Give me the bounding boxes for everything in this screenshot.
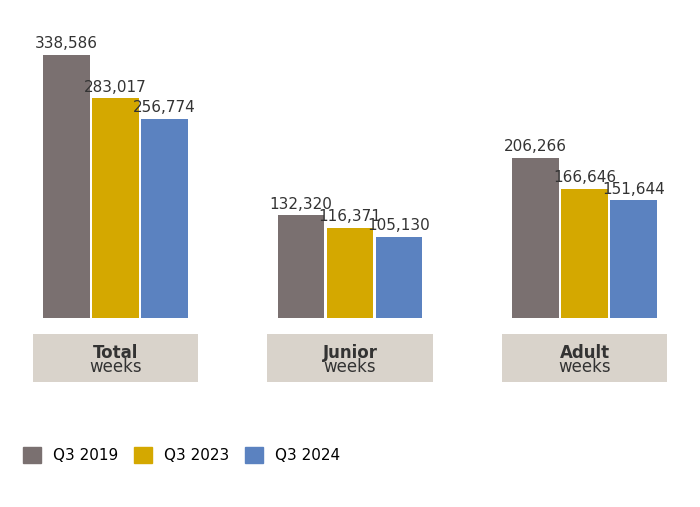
Bar xyxy=(141,119,188,318)
Text: Adult: Adult xyxy=(559,344,610,361)
Bar xyxy=(43,55,90,318)
FancyBboxPatch shape xyxy=(33,334,198,382)
Text: weeks: weeks xyxy=(323,358,377,376)
Bar xyxy=(92,98,139,318)
Bar xyxy=(561,189,608,318)
Legend: Q3 2019, Q3 2023, Q3 2024: Q3 2019, Q3 2023, Q3 2024 xyxy=(22,447,340,463)
Text: 206,266: 206,266 xyxy=(504,139,567,155)
Text: weeks: weeks xyxy=(558,358,611,376)
FancyBboxPatch shape xyxy=(267,334,433,382)
Bar xyxy=(327,228,373,318)
Text: 256,774: 256,774 xyxy=(133,100,196,115)
Text: weeks: weeks xyxy=(89,358,142,376)
FancyBboxPatch shape xyxy=(502,334,667,382)
Bar xyxy=(277,215,324,318)
Text: 151,644: 151,644 xyxy=(602,182,665,197)
Text: 166,646: 166,646 xyxy=(553,170,616,185)
Text: Total: Total xyxy=(93,344,138,361)
Bar xyxy=(512,158,559,318)
Text: Junior: Junior xyxy=(323,344,377,361)
Text: 105,130: 105,130 xyxy=(368,218,430,233)
Text: 116,371: 116,371 xyxy=(318,209,382,225)
Bar xyxy=(610,200,657,318)
Text: 338,586: 338,586 xyxy=(35,37,98,52)
Text: 132,320: 132,320 xyxy=(270,197,332,212)
Bar xyxy=(376,237,423,318)
Text: 283,017: 283,017 xyxy=(84,80,147,95)
